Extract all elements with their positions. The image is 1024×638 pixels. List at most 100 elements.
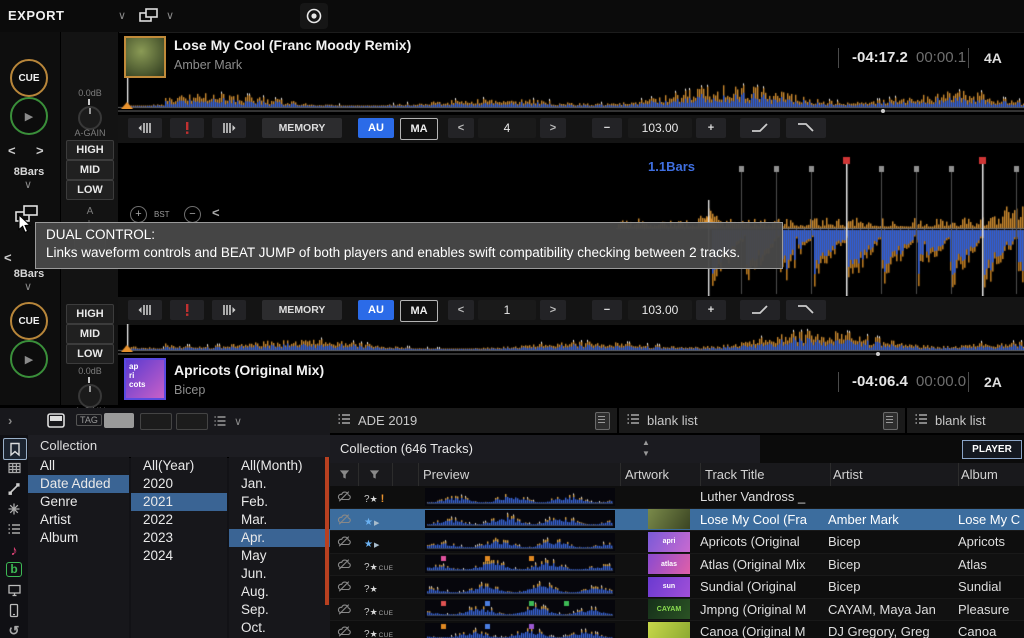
filter-icon[interactable]	[338, 468, 351, 486]
grid-icon[interactable]	[3, 458, 25, 478]
waveform-zoom-out-icon[interactable]	[128, 300, 162, 320]
deck2-eq-low-button[interactable]: LOW	[66, 344, 114, 364]
deck1-beatjump-left-button[interactable]: <	[448, 118, 474, 138]
deck2-beatjump-back-button[interactable]: <	[4, 250, 12, 265]
table-row[interactable]: ?★ sun Sundial (Original Bicep Sundial	[330, 576, 1024, 599]
tree-item[interactable]: 2023	[143, 530, 174, 545]
deck1-bpm-plus-button[interactable]: +	[696, 118, 726, 138]
tree-item[interactable]: Oct.	[241, 620, 266, 635]
column-header-preview[interactable]: Preview	[423, 467, 470, 482]
deck1-beatjump-right-button[interactable]: >	[540, 118, 566, 138]
track-preview-waveform[interactable]	[425, 600, 615, 618]
tree-item[interactable]: 2024	[143, 548, 174, 563]
deck2-bpm-minus-button[interactable]: −	[592, 300, 622, 320]
table-row[interactable]: ?★CUE CAYAM Jmpng (Original M CAYAM, Maya J…	[330, 598, 1024, 621]
table-row[interactable]: ?★! Luther Vandross _	[330, 486, 1024, 509]
tree-item[interactable]: May	[241, 548, 267, 563]
tree-item[interactable]: Aug.	[241, 584, 269, 599]
chevron-down-icon[interactable]: ∨	[24, 179, 33, 191]
deck1-eq-high-button[interactable]: HIGH	[66, 140, 114, 160]
table-row[interactable]: ?★CUE Canoa (Original M DJ Gregory, Greg Ca…	[330, 621, 1024, 638]
deck2-bars-selector[interactable]: 8Bars	[13, 268, 45, 280]
monitor-icon[interactable]	[3, 580, 25, 600]
deck2-manual-button[interactable]: MA	[400, 300, 438, 322]
deck2-beatjump-left-button[interactable]: <	[448, 300, 474, 320]
zoom-minus-button[interactable]: −	[184, 206, 201, 223]
link-icon[interactable]	[3, 479, 25, 499]
deck1-scrub-bar[interactable]	[118, 110, 1024, 112]
deck2-eq-high-button[interactable]: HIGH	[66, 304, 114, 324]
track-preview-waveform[interactable]	[425, 555, 615, 573]
tempo-nudge-right-icon[interactable]	[786, 118, 826, 138]
color-filter[interactable]	[140, 413, 172, 430]
deck2-bpm-plus-button[interactable]: +	[696, 300, 726, 320]
tab-option-icon[interactable]	[595, 412, 610, 430]
deck1-beatjump-fwd-button[interactable]: >	[36, 143, 44, 158]
chevron-down-icon[interactable]: ∨	[234, 416, 243, 428]
deck1-play-button[interactable]: ▶	[10, 97, 48, 135]
beatport-icon[interactable]: b	[3, 560, 25, 580]
deck1-gain-knob[interactable]	[78, 106, 102, 130]
waveform-zoom-in-icon[interactable]	[212, 300, 246, 320]
track-preview-waveform[interactable]	[425, 487, 615, 506]
deck2-scrub-bar[interactable]	[118, 353, 1024, 355]
record-button[interactable]	[300, 3, 328, 29]
tree-item[interactable]: Feb.	[241, 494, 269, 509]
track-preview-waveform[interactable]	[425, 622, 615, 638]
tree-item[interactable]: Sep.	[241, 602, 269, 617]
tree-item[interactable]: 2021	[131, 493, 227, 511]
chevron-down-icon[interactable]: ∨	[166, 10, 175, 22]
playlist-tab-3[interactable]: blank list	[907, 408, 1024, 433]
grid-marker-icon[interactable]	[170, 118, 204, 138]
deck2-beatjump-right-button[interactable]: >	[540, 300, 566, 320]
column-header-artist[interactable]: Artist	[833, 467, 863, 482]
tree-item[interactable]: Album	[40, 530, 79, 545]
music-icon[interactable]: ♪	[10, 541, 18, 558]
player-button[interactable]: PLAYER	[962, 440, 1022, 459]
tempo-nudge-right-icon[interactable]	[786, 300, 826, 320]
zoom-plus-button[interactable]: +	[130, 206, 147, 223]
tab-option-icon[interactable]	[883, 412, 898, 430]
column-header-artwork[interactable]: Artwork	[625, 467, 670, 482]
deck2-memory-button[interactable]: MEMORY	[262, 300, 342, 320]
deck1-beatjump-back-button[interactable]: <	[8, 143, 16, 158]
split-view-icon[interactable]	[46, 412, 66, 435]
tree-item[interactable]: All	[40, 458, 56, 473]
list-view-icon[interactable]	[212, 413, 228, 434]
deck1-cue-button[interactable]: CUE	[10, 59, 48, 97]
dual-display-icon[interactable]	[138, 6, 160, 30]
export-mode-label[interactable]: EXPORT	[8, 8, 65, 23]
enlarged-waveform-view[interactable]	[118, 142, 1024, 296]
deck1-manual-button[interactable]: MA	[400, 118, 438, 140]
history-icon[interactable]: ↺	[8, 622, 20, 638]
playlist-tab-2[interactable]: blank list	[619, 408, 905, 433]
track-preview-waveform[interactable]	[425, 510, 615, 528]
tree-item[interactable]: Jun.	[241, 566, 267, 581]
deck2-cue-button[interactable]: CUE	[10, 302, 48, 340]
deck2-play-button[interactable]: ▶	[10, 340, 48, 378]
tempo-nudge-left-icon[interactable]	[740, 300, 780, 320]
tree-item[interactable]: All(Year)	[143, 458, 195, 473]
track-preview-waveform[interactable]	[425, 532, 615, 551]
tree-scrollbar[interactable]	[325, 457, 329, 605]
list-icon[interactable]	[3, 519, 25, 539]
table-row[interactable]: ★▶ Lose My Cool (Fra Amber Mark Lose My C	[330, 508, 1024, 531]
collapse-icon[interactable]: <	[212, 205, 220, 220]
table-row[interactable]: ★▶ apri Apricots (Original Bicep Apricots	[330, 531, 1024, 554]
deck1-full-waveform[interactable]	[118, 78, 1024, 109]
deck1-eq-low-button[interactable]: LOW	[66, 180, 114, 200]
table-row[interactable]: ?★CUE atlas Atlas (Original Mix Bicep Atlas	[330, 553, 1024, 576]
chevron-down-icon[interactable]: ∨	[118, 10, 127, 22]
tree-item[interactable]: Apr.	[229, 529, 330, 547]
deck1-eq-mid-button[interactable]: MID	[66, 160, 114, 180]
deck2-gain-knob[interactable]	[78, 384, 102, 408]
deck1-bpm-minus-button[interactable]: −	[592, 118, 622, 138]
sort-arrows-icon[interactable]: ▲ ▼	[642, 438, 650, 458]
collection-header[interactable]: Collection	[28, 435, 330, 458]
color-filter[interactable]	[176, 413, 208, 430]
tree-item[interactable]: All(Month)	[241, 458, 303, 473]
deck1-auto-cue-button[interactable]: AU	[358, 118, 394, 138]
tag-filter-button[interactable]: TAG	[76, 414, 102, 426]
column-header-track-title[interactable]: Track Title	[705, 467, 765, 482]
tempo-nudge-left-icon[interactable]	[740, 118, 780, 138]
